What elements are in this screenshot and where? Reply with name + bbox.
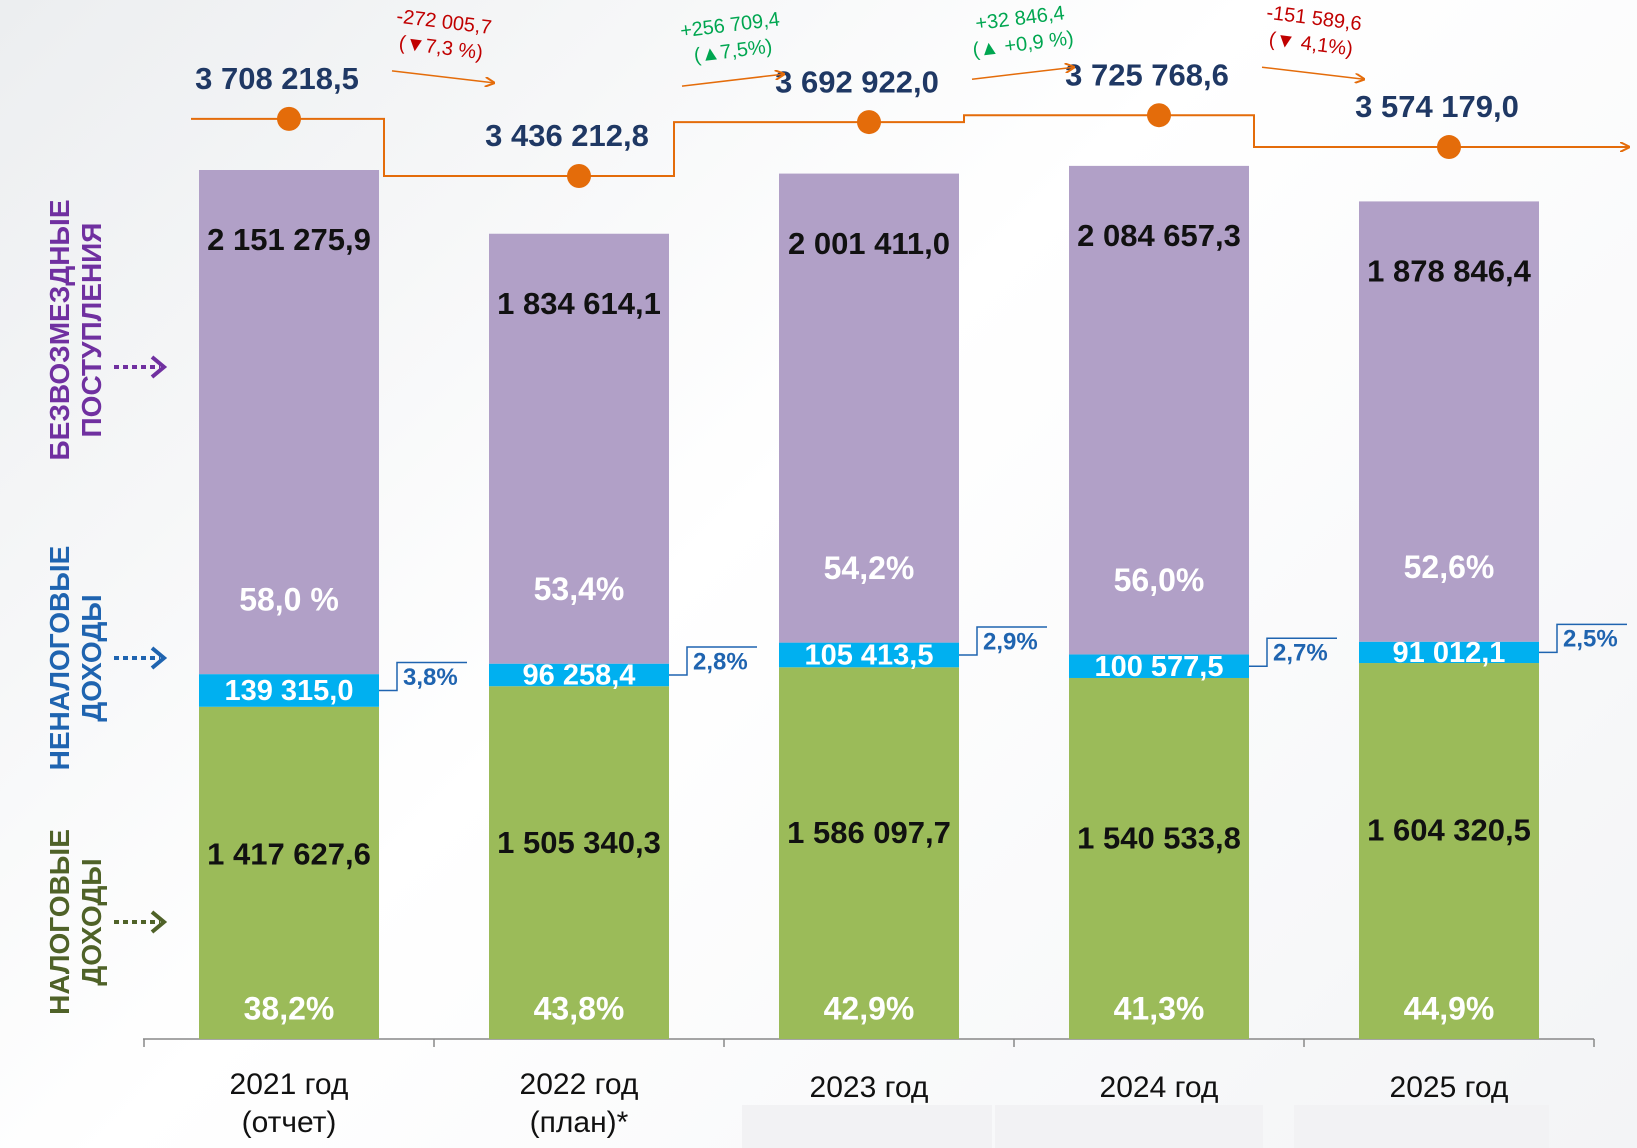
- bar-segment: [489, 686, 669, 1039]
- total-dot: [1437, 135, 1461, 160]
- value-label: 1 505 340,3: [497, 825, 661, 860]
- share-label: 58,0 %: [239, 582, 339, 618]
- bar-segment: [779, 173, 959, 643]
- footer-block: [995, 1105, 1263, 1148]
- legend-item: НАЛОГОВЫЕДОХОДЫ: [44, 829, 107, 1015]
- share-bracket: [669, 646, 757, 676]
- share-label: 42,9%: [824, 990, 915, 1026]
- share-label: 43,8%: [534, 990, 625, 1026]
- bar-segment: [1359, 201, 1539, 642]
- value-label: 105 413,5: [804, 640, 933, 672]
- bar-segment: [1069, 165, 1249, 655]
- bar-segment: [489, 663, 669, 687]
- legend-item: БЕЗВОЗМЕЗДНЫЕПОСТУПЛЕНИЯ: [44, 200, 107, 461]
- x-tick-label: 2021 год (отчет): [230, 1068, 349, 1139]
- x-tick-label: 2023 год: [810, 1071, 929, 1104]
- x-tick-label: 2024 год: [1100, 1071, 1219, 1104]
- change-annotation: +32 846,4(▲ +0,9 %): [971, 2, 1074, 61]
- bar-segment: [1069, 654, 1249, 678]
- share-label: 2,8%: [693, 648, 748, 675]
- change-arrow: [971, 67, 1074, 80]
- change-arrow: [1261, 66, 1364, 79]
- total-label: 3 692 922,0: [775, 64, 939, 99]
- share-label: 52,6%: [1404, 549, 1495, 585]
- value-label: 2 084 657,3: [1077, 218, 1241, 253]
- share-label: 3,8%: [403, 664, 458, 691]
- share-bracket: [1249, 637, 1337, 667]
- legend-label: БЕЗВОЗМЕЗДНЫЕПОСТУПЛЕНИЯ: [44, 200, 107, 461]
- legend-label: НЕНАЛОГОВЫЕДОХОДЫ: [44, 546, 107, 771]
- x-tick-label: 2022 год (план)*: [520, 1068, 639, 1139]
- share-label: 56,0%: [1114, 562, 1205, 598]
- share-bracket: [379, 661, 467, 692]
- bar-segment: [779, 642, 959, 668]
- bar-segment: [779, 667, 959, 1039]
- share-label: 2,9%: [983, 628, 1038, 655]
- share-bracket: [1539, 623, 1627, 654]
- total-dot: [277, 106, 301, 131]
- legend-arrow-head: [150, 646, 168, 670]
- total-label: 3 708 218,5: [195, 61, 359, 96]
- total-dot: [567, 164, 591, 188]
- legend-label: НАЛОГОВЫЕДОХОДЫ: [44, 829, 107, 1015]
- share-label: 54,2%: [824, 550, 915, 586]
- legend-arrow-head: [150, 910, 168, 934]
- total-dot: [857, 110, 881, 135]
- change-arrow: [681, 74, 784, 87]
- change-annotation: -272 005,7(▼7,3 %): [395, 6, 493, 65]
- change-arrow: [391, 70, 494, 83]
- total-label: 3 436 212,8: [485, 118, 649, 153]
- value-label: 2 151 275,9: [207, 222, 371, 257]
- legend-item: НЕНАЛОГОВЫЕДОХОДЫ: [44, 546, 107, 771]
- change-annotation: -151 589,6(▼ 4,1%): [1265, 2, 1363, 61]
- bar-segment: [199, 706, 379, 1039]
- share-label: 2,5%: [1563, 626, 1618, 653]
- value-label: 2 001 411,0: [788, 226, 950, 261]
- total-label: 3 574 179,0: [1355, 89, 1519, 124]
- bar-segment: [1359, 641, 1539, 664]
- bar-segment: [1359, 663, 1539, 1039]
- footer-block: [1294, 1105, 1549, 1148]
- bar-segment: [1069, 677, 1249, 1039]
- change-annotation: +256 709,4(▲7,5%): [679, 8, 781, 67]
- change-percent: (▼ 4,1%): [1268, 28, 1354, 60]
- bar-segment: [489, 233, 669, 664]
- value-label: 1 834 614,1: [497, 286, 661, 321]
- value-label: 96 258,4: [523, 660, 636, 692]
- change-percent: (▲7,5%): [693, 36, 774, 67]
- value-label: 1 586 097,7: [787, 815, 951, 850]
- share-label: 2,7%: [1273, 640, 1328, 667]
- total-step-line: [191, 114, 1629, 177]
- value-label: 100 577,5: [1094, 651, 1223, 683]
- legend-arrow-head: [150, 355, 168, 379]
- footer-block: [742, 1105, 992, 1148]
- value-label: 1 417 627,6: [207, 836, 371, 871]
- share-label: 44,9%: [1404, 990, 1495, 1026]
- share-label: 38,2%: [244, 990, 335, 1026]
- change-percent: (▼7,3 %): [398, 32, 484, 64]
- bar-segment: [199, 674, 379, 707]
- share-label: 41,3%: [1114, 990, 1205, 1026]
- value-label: 139 315,0: [224, 675, 353, 707]
- total-dot: [1147, 103, 1171, 128]
- value-label: 91 012,1: [1393, 637, 1506, 669]
- x-tick-label: 2025 год: [1390, 1071, 1509, 1104]
- total-label: 3 725 768,6: [1065, 57, 1229, 92]
- value-label: 1 878 846,4: [1367, 254, 1532, 289]
- share-bracket: [959, 626, 1047, 656]
- value-label: 1 540 533,8: [1077, 821, 1241, 856]
- share-label: 53,4%: [534, 571, 625, 607]
- bar-segment: [199, 170, 379, 675]
- value-label: 1 604 320,5: [1367, 812, 1531, 847]
